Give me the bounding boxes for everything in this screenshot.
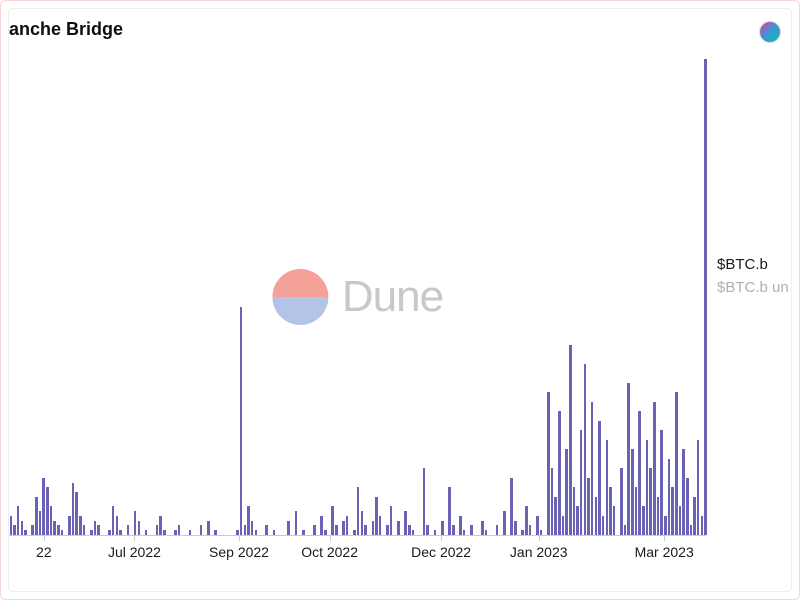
x-axis-label: Jul 2022 [108, 544, 161, 560]
x-tick [134, 536, 135, 541]
x-axis-label: Oct 2022 [301, 544, 358, 560]
x-tick [44, 536, 45, 541]
legend-item[interactable]: $BTC.b [717, 254, 791, 277]
x-tick [664, 536, 665, 541]
bar[interactable] [704, 59, 707, 535]
card-header: anche Bridge [9, 19, 791, 49]
x-axis-label: Sep 2022 [209, 544, 269, 560]
x-axis: 22 Jul 2022 Sep 2022 Oct 2022 Dec 2022 Jan 20… [9, 535, 706, 561]
x-tick [441, 536, 442, 541]
x-axis-label: Dec 2022 [411, 544, 471, 560]
chart-card: anche Bridge Dune 22 Jul 2022 Sep 2022 Oct … [8, 8, 792, 592]
chart-title: anche Bridge [9, 19, 123, 40]
x-tick [330, 536, 331, 541]
x-tick [539, 536, 540, 541]
bar-series [9, 59, 706, 535]
bar-slot [704, 59, 708, 535]
chart-plot-area: Dune [9, 59, 706, 535]
x-axis-label: Jan 2023 [510, 544, 568, 560]
author-avatar[interactable] [759, 21, 781, 43]
legend: $BTC.b$BTC.b un [711, 254, 791, 299]
x-tick [239, 536, 240, 541]
x-axis-label: Mar 2023 [635, 544, 694, 560]
x-axis-label: 22 [36, 544, 52, 560]
legend-item[interactable]: $BTC.b un [717, 277, 791, 300]
